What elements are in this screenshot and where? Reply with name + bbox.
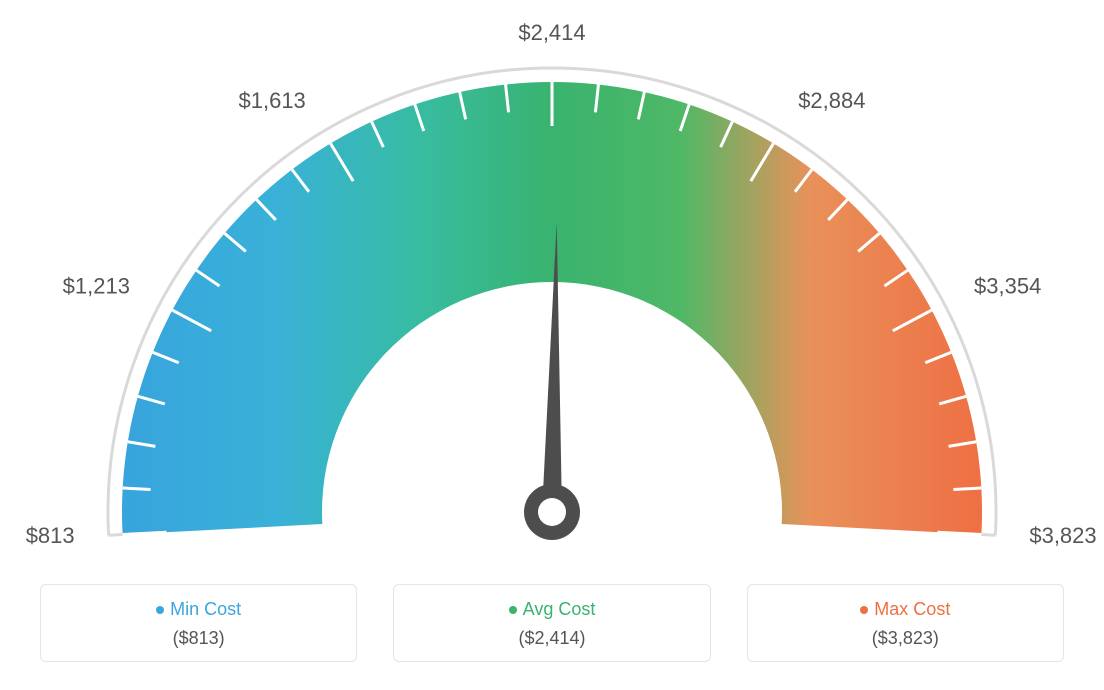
legend-min-value: ($813) xyxy=(51,628,346,649)
legend-max-value: ($3,823) xyxy=(758,628,1053,649)
svg-text:$3,354: $3,354 xyxy=(974,273,1041,298)
legend-max-box: Max Cost ($3,823) xyxy=(747,584,1064,662)
legend-min-box: Min Cost ($813) xyxy=(40,584,357,662)
cost-gauge-chart: $813 $1,213 $1,613 $2,414 $2,884 $3,354 $3,823… xyxy=(0,0,1104,690)
legend-avg-label-text: Avg Cost xyxy=(523,599,596,619)
svg-text:$1,613: $1,613 xyxy=(239,88,306,113)
legend-row: Min Cost ($813) Avg Cost ($2,414) Max Co… xyxy=(0,584,1104,662)
svg-text:$1,213: $1,213 xyxy=(63,273,130,298)
svg-text:$813: $813 xyxy=(26,523,75,548)
svg-text:$3,823: $3,823 xyxy=(1029,523,1096,548)
svg-text:$2,884: $2,884 xyxy=(798,88,865,113)
legend-max-label-text: Max Cost xyxy=(874,599,950,619)
legend-avg-box: Avg Cost ($2,414) xyxy=(393,584,710,662)
svg-text:$2,414: $2,414 xyxy=(518,20,585,45)
dot-icon xyxy=(860,606,868,614)
legend-max-label: Max Cost xyxy=(758,599,1053,620)
legend-min-label: Min Cost xyxy=(51,599,346,620)
legend-avg-value: ($2,414) xyxy=(404,628,699,649)
dot-icon xyxy=(156,606,164,614)
legend-avg-label: Avg Cost xyxy=(404,599,699,620)
dot-icon xyxy=(509,606,517,614)
legend-min-label-text: Min Cost xyxy=(170,599,241,619)
